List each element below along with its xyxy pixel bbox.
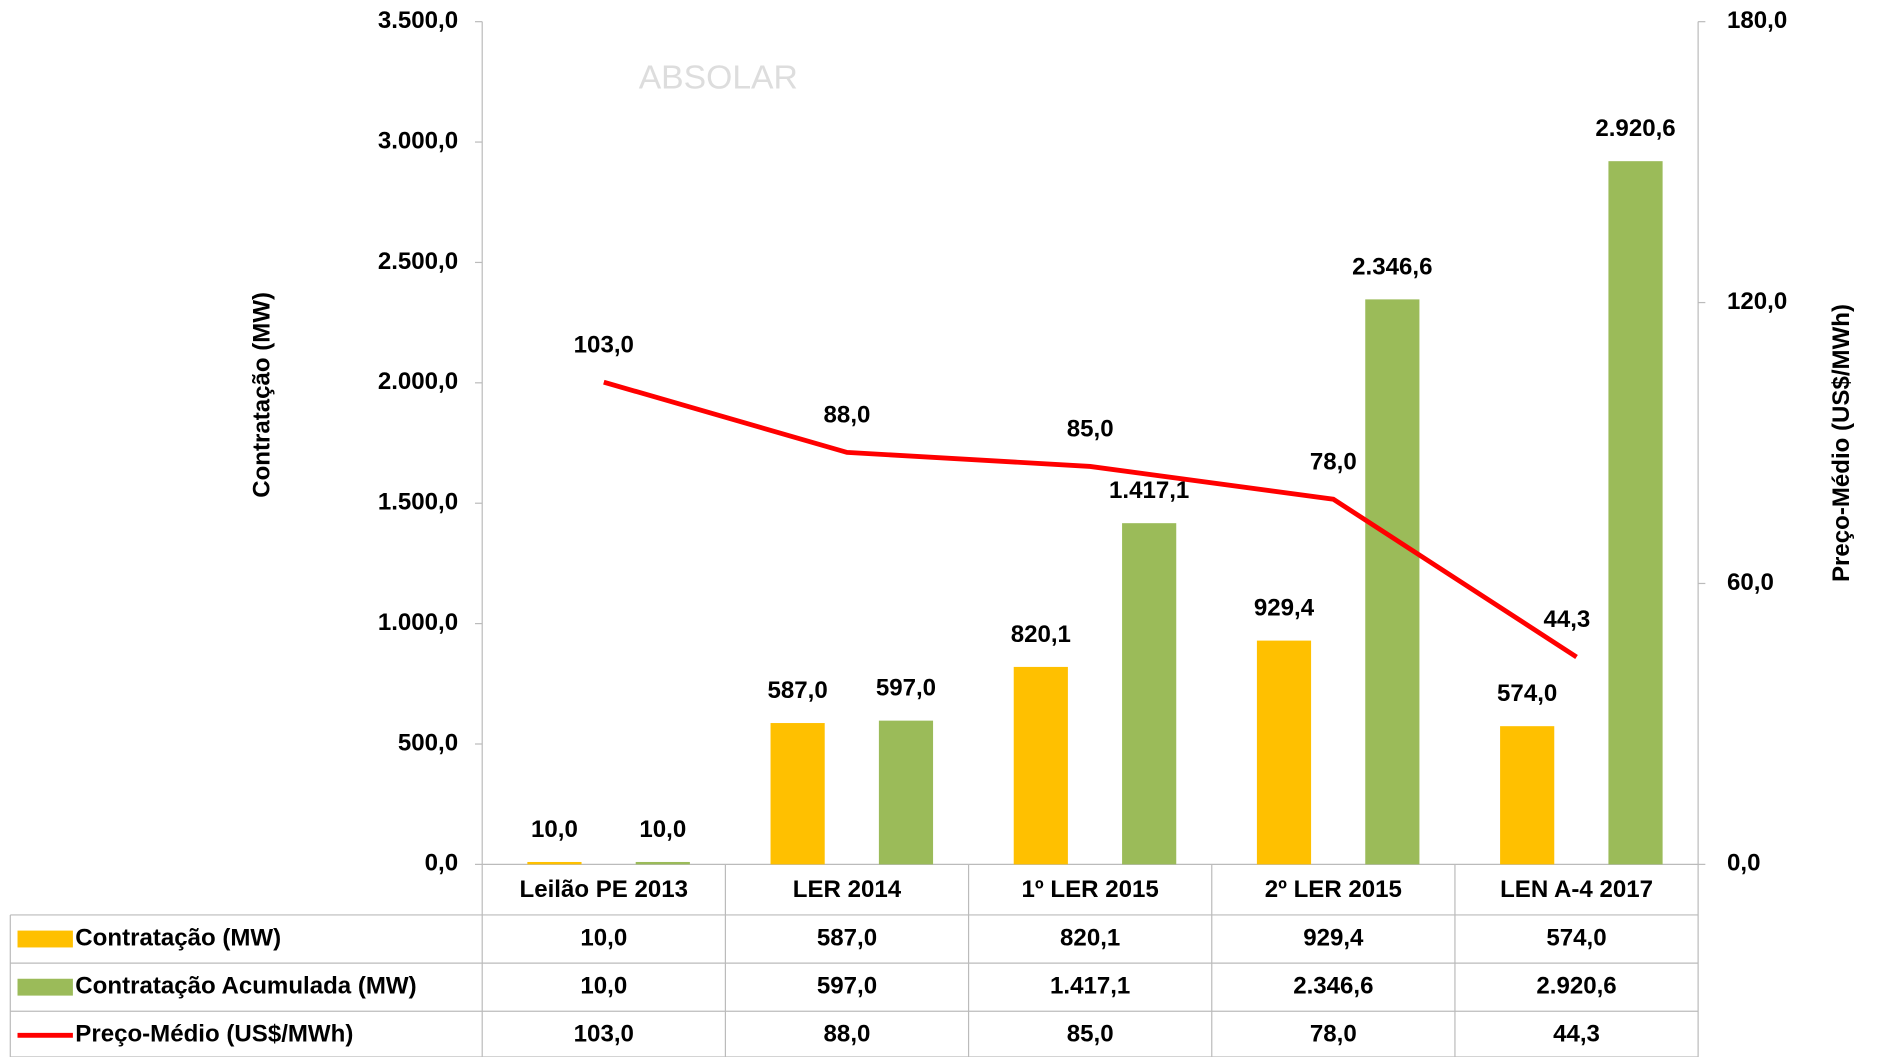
table-cell: 85,0 [1067, 1021, 1114, 1048]
table-cell: 587,0 [817, 924, 877, 951]
data-label: 10,0 [531, 816, 578, 843]
data-label: 1.417,1 [1109, 477, 1189, 504]
y-tick-label: 3.500,0 [378, 7, 458, 34]
data-label: 78,0 [1310, 448, 1357, 475]
bar [1365, 299, 1420, 865]
data-label: 85,0 [1067, 416, 1114, 443]
x-tick-label: 1º LER 2015 [1022, 876, 1159, 903]
bar [527, 861, 582, 865]
bar [878, 720, 934, 865]
data-label: 597,0 [876, 675, 936, 702]
legend-label: Contratação (MW) [75, 924, 281, 951]
watermark: ABSOLAR [639, 58, 798, 96]
x-tick-label: LER 2014 [793, 876, 902, 903]
data-label: 103,0 [574, 331, 634, 358]
table-cell: 574,0 [1546, 924, 1606, 951]
legend-swatch [17, 978, 73, 996]
data-label: 587,0 [768, 677, 828, 704]
table-cell: 44,3 [1553, 1021, 1600, 1048]
data-label: 88,0 [824, 402, 871, 429]
y-tick-label: 0,0 [425, 850, 458, 877]
y2-tick-label: 120,0 [1727, 288, 1787, 315]
bar [1122, 523, 1177, 865]
legend-label: Contratação Acumulada (MW) [75, 973, 416, 1000]
y-tick-label: 1.000,0 [378, 609, 458, 636]
legend-label: Preço-Médio (US$/MWh) [75, 1021, 353, 1048]
x-tick-label: Leilão PE 2013 [520, 876, 689, 903]
bar [770, 723, 825, 865]
data-label: 574,0 [1497, 680, 1557, 707]
y-axis-title: Contratação (MW) [248, 292, 275, 498]
data-label: 10,0 [639, 816, 686, 843]
y-tick-label: 2.500,0 [378, 248, 458, 275]
bar [1500, 726, 1555, 865]
table-cell: 10,0 [580, 973, 627, 1000]
data-label: 44,3 [1543, 606, 1590, 633]
table-cell: 597,0 [817, 973, 877, 1000]
y2-axis-title: Preço-Médio (US$/MWh) [1828, 304, 1855, 582]
data-label: 2.920,6 [1595, 115, 1675, 142]
table-cell: 78,0 [1310, 1021, 1357, 1048]
table-cell: 2.346,6 [1293, 973, 1373, 1000]
bar [1608, 161, 1663, 865]
line [603, 379, 1578, 659]
x-tick-label: LEN A-4 2017 [1500, 876, 1653, 903]
y2-tick-label: 60,0 [1727, 569, 1774, 596]
table-cell: 103,0 [574, 1021, 634, 1048]
y2-tick-label: 180,0 [1727, 7, 1787, 34]
data-label: 820,1 [1011, 621, 1071, 648]
y-tick-label: 1.500,0 [378, 489, 458, 516]
y-tick-label: 500,0 [398, 729, 458, 756]
bar [1013, 666, 1068, 865]
table-cell: 10,0 [580, 924, 627, 951]
x-tick-label: 2º LER 2015 [1265, 876, 1402, 903]
y2-tick-label: 0,0 [1727, 850, 1760, 877]
y-tick-label: 2.000,0 [378, 368, 458, 395]
table-cell: 1.417,1 [1050, 973, 1130, 1000]
bar [1256, 640, 1312, 865]
data-label: 929,4 [1254, 595, 1315, 622]
legend-swatch [17, 930, 73, 948]
bar [635, 861, 690, 865]
y-tick-label: 3.000,0 [378, 127, 458, 154]
data-label: 2.346,6 [1352, 253, 1432, 280]
table-cell: 820,1 [1060, 924, 1120, 951]
table-cell: 2.920,6 [1536, 973, 1616, 1000]
table-cell: 929,4 [1303, 924, 1364, 951]
table-cell: 88,0 [824, 1021, 871, 1048]
